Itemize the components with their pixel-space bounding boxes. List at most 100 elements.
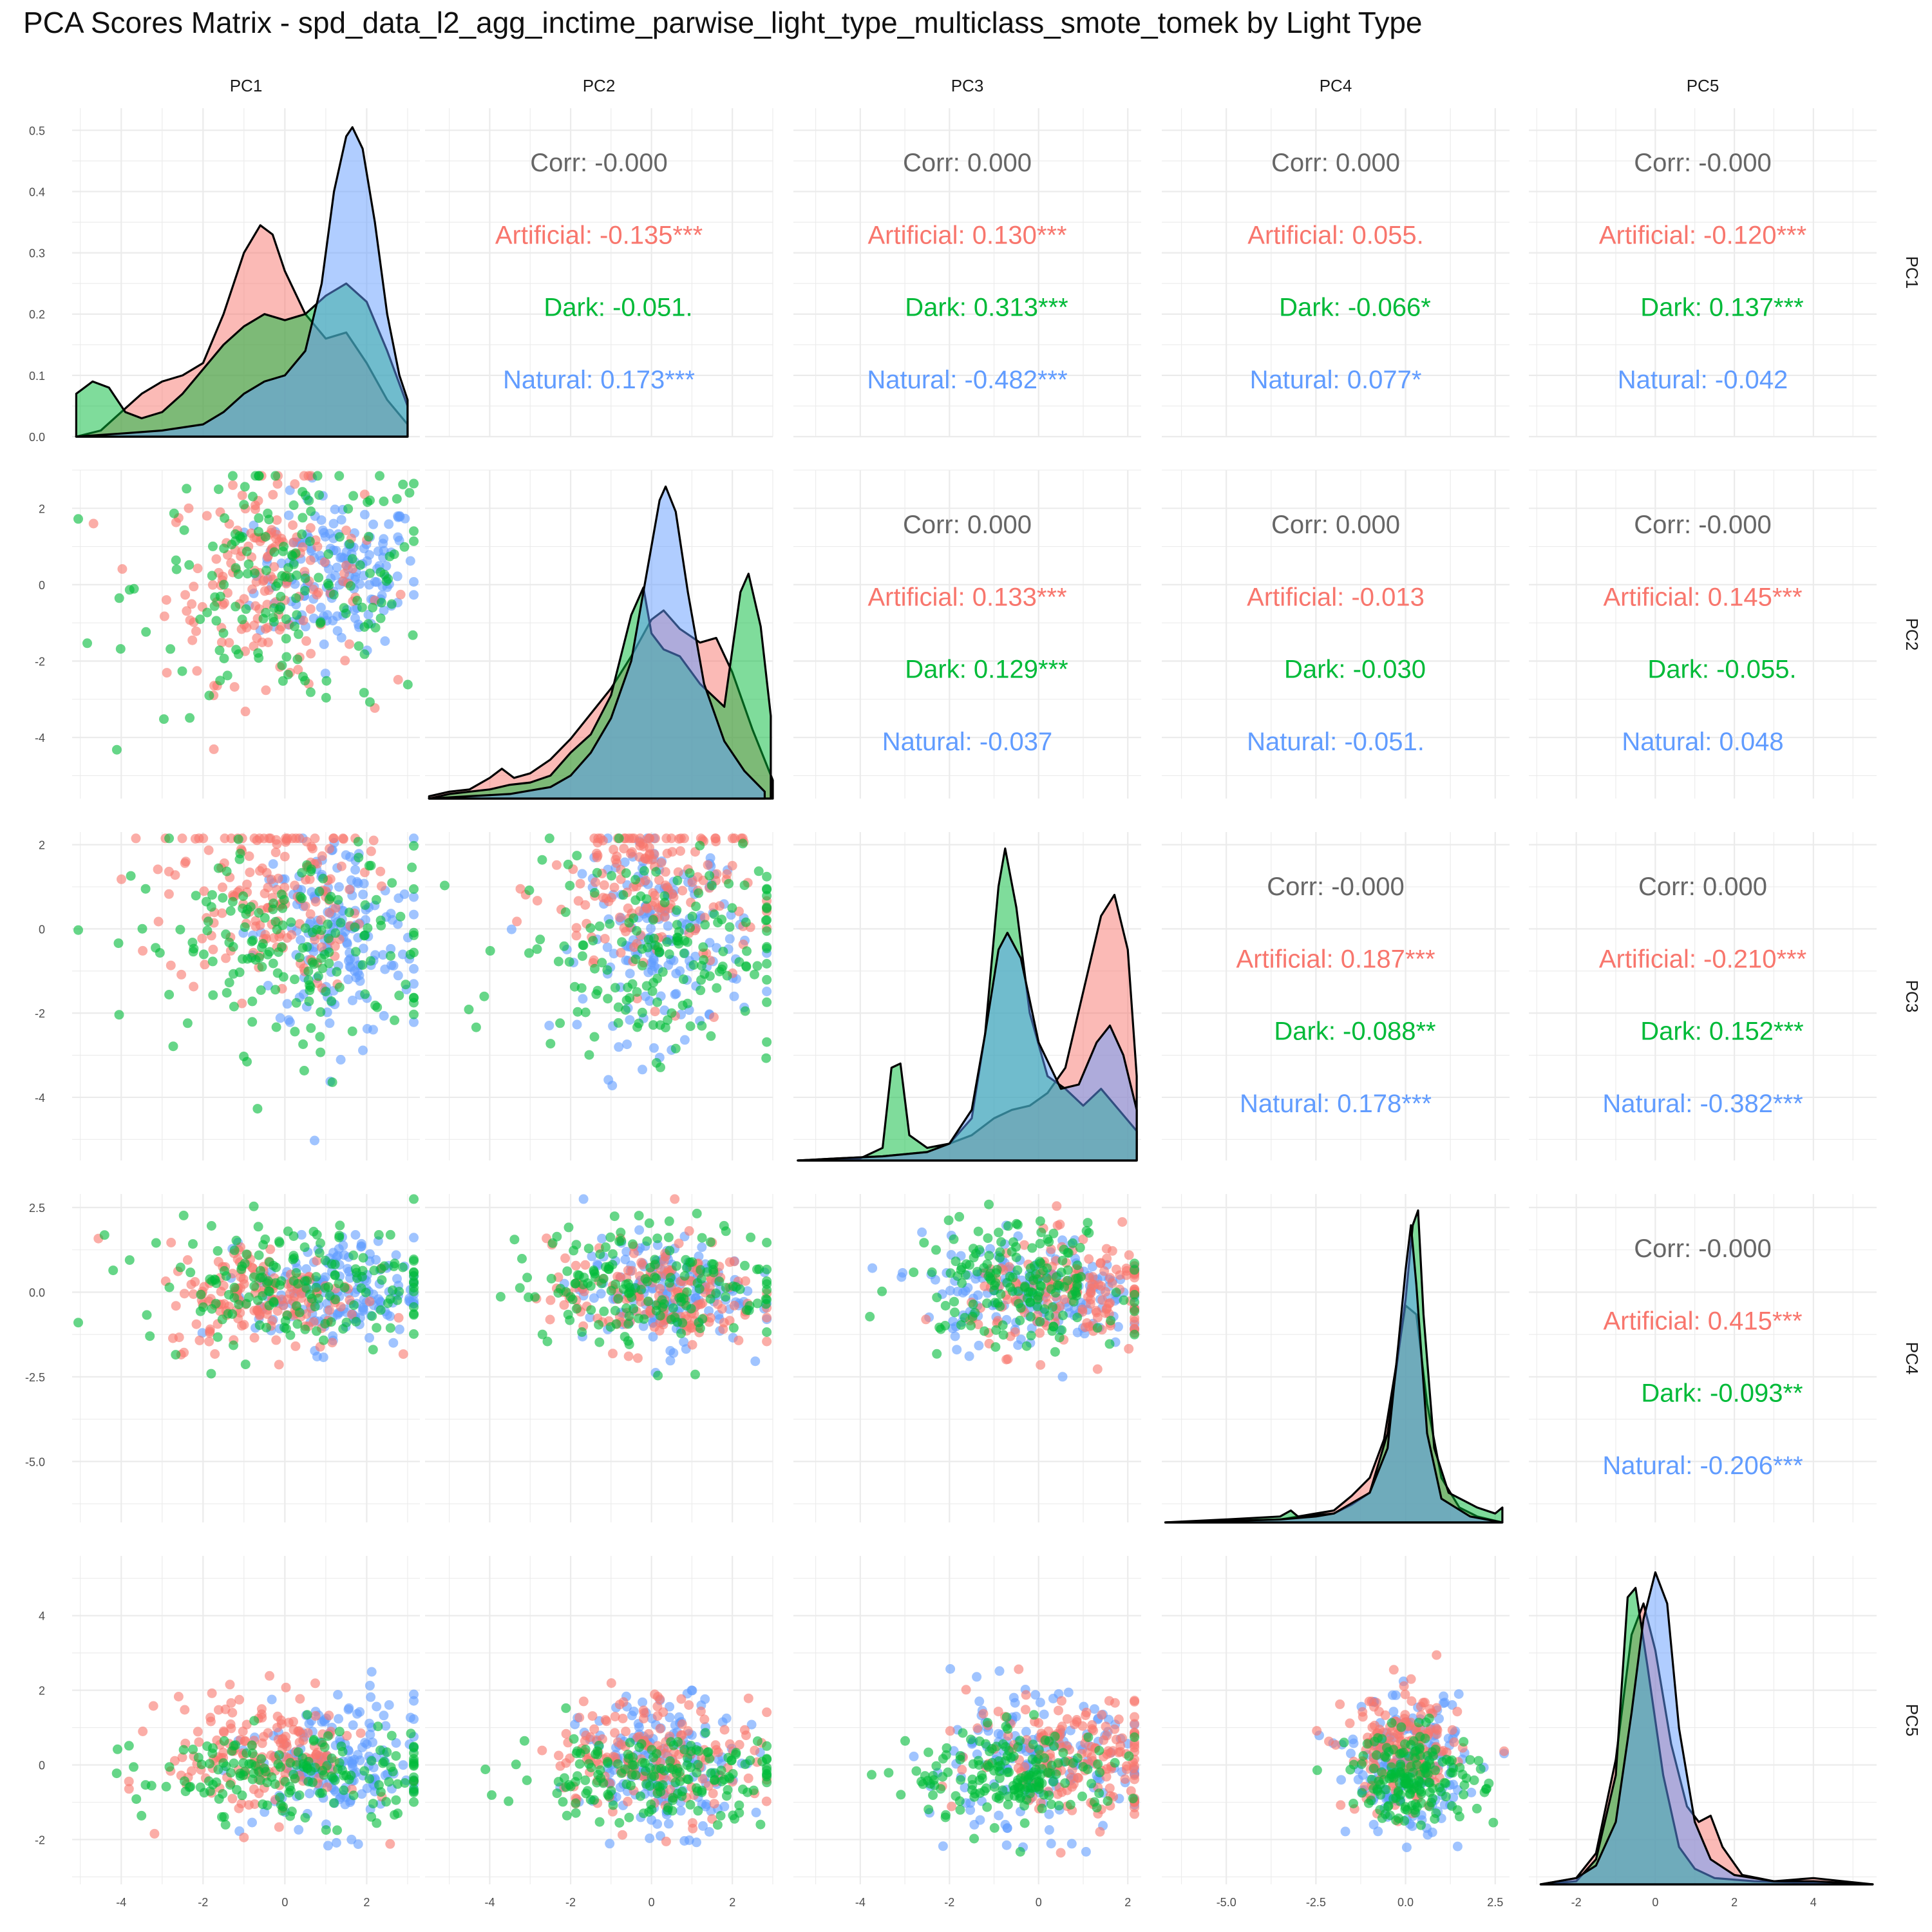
- point-dark: [166, 644, 176, 654]
- density-PC4-natural: [1164, 1224, 1504, 1524]
- point-dark: [589, 1795, 600, 1805]
- point-dark: [607, 871, 616, 881]
- point-natural: [275, 1013, 285, 1023]
- point-artificial: [193, 1727, 203, 1737]
- point-dark: [260, 532, 270, 542]
- point-natural: [958, 1287, 968, 1298]
- point-dark: [1025, 1271, 1035, 1282]
- point-dark: [1083, 1764, 1093, 1774]
- point-dark: [368, 1799, 378, 1809]
- scatter-panel-PC4-vs-PC3: [865, 1199, 1140, 1382]
- point-artificial: [393, 1312, 404, 1323]
- point-dark: [377, 1275, 387, 1285]
- point-natural: [634, 1722, 644, 1732]
- point-dark: [238, 954, 247, 964]
- point-natural: [346, 1834, 357, 1844]
- point-dark: [1128, 1794, 1138, 1804]
- point-dark: [324, 958, 334, 969]
- point-artificial: [1099, 1266, 1110, 1276]
- strip-label-top-PC1: PC1: [230, 76, 263, 95]
- point-dark: [728, 1323, 739, 1333]
- point-artificial: [176, 969, 187, 980]
- point-dark: [592, 867, 602, 878]
- point-dark: [1054, 1801, 1064, 1811]
- point-natural: [290, 579, 300, 589]
- point-natural: [342, 938, 352, 948]
- point-natural: [964, 1351, 974, 1361]
- point-dark: [923, 1747, 934, 1757]
- point-dark: [1050, 1731, 1060, 1741]
- point-dark: [169, 508, 179, 518]
- point-natural: [625, 969, 635, 979]
- point-dark: [262, 1777, 272, 1788]
- point-dark: [256, 985, 266, 995]
- point-dark: [909, 1267, 919, 1278]
- point-artificial: [1080, 1322, 1090, 1332]
- point-natural: [638, 1697, 648, 1707]
- point-artificial: [162, 668, 172, 678]
- point-dark: [643, 1296, 654, 1307]
- point-artificial: [743, 1773, 753, 1783]
- point-dark: [719, 1220, 729, 1231]
- point-dark: [283, 1226, 293, 1236]
- point-dark: [1048, 1321, 1059, 1332]
- point-dark: [276, 1800, 286, 1810]
- point-dark: [384, 1777, 394, 1787]
- point-dark: [409, 1194, 419, 1204]
- point-artificial: [1092, 1312, 1103, 1323]
- point-dark: [409, 1267, 419, 1278]
- point-dark: [1083, 1732, 1094, 1743]
- point-natural: [197, 1328, 207, 1338]
- point-artificial: [978, 1709, 989, 1719]
- point-dark: [594, 1320, 604, 1330]
- point-dark: [678, 974, 688, 985]
- point-dark: [636, 1791, 645, 1801]
- point-dark: [699, 955, 709, 965]
- point-artificial: [187, 635, 198, 645]
- point-dark: [1095, 1767, 1105, 1777]
- panel-grid-PC2-PC1: [72, 469, 420, 799]
- point-dark: [670, 1043, 681, 1054]
- point-dark: [274, 1750, 284, 1760]
- point-natural: [409, 1233, 419, 1243]
- point-natural: [671, 989, 681, 999]
- point-dark: [709, 909, 719, 920]
- point-dark: [560, 907, 571, 917]
- point-dark: [647, 1745, 657, 1755]
- point-natural: [640, 991, 650, 1001]
- point-natural: [379, 1710, 389, 1721]
- point-artificial: [244, 851, 254, 861]
- point-dark: [706, 880, 717, 891]
- point-dark: [213, 1245, 223, 1256]
- point-dark: [196, 1289, 206, 1300]
- point-natural: [365, 550, 374, 560]
- point-natural: [409, 892, 419, 902]
- point-dark: [316, 1238, 325, 1248]
- point-dark: [372, 1818, 382, 1828]
- point-artificial: [263, 882, 273, 893]
- point-artificial: [217, 908, 227, 918]
- point-dark: [336, 918, 346, 928]
- point-artificial: [1052, 1201, 1062, 1211]
- point-dark: [524, 948, 534, 958]
- point-dark: [585, 1281, 596, 1291]
- point-dark: [375, 471, 384, 481]
- point-dark: [605, 1232, 616, 1242]
- point-dark: [1003, 1799, 1013, 1810]
- point-dark: [238, 891, 249, 901]
- point-artificial: [947, 1801, 957, 1812]
- point-dark: [603, 994, 613, 1004]
- point-dark: [354, 641, 364, 651]
- point-dark: [323, 919, 333, 929]
- point-natural: [917, 1227, 927, 1237]
- point-artificial: [551, 860, 562, 870]
- point-dark: [1048, 1228, 1059, 1238]
- point-artificial: [166, 1238, 176, 1247]
- point-dark: [272, 968, 283, 978]
- point-dark: [1012, 1220, 1023, 1230]
- point-artificial: [138, 1727, 148, 1736]
- point-dark: [630, 954, 641, 965]
- point-dark: [332, 1825, 342, 1835]
- point-dark: [301, 490, 310, 500]
- point-dark: [1039, 1790, 1049, 1800]
